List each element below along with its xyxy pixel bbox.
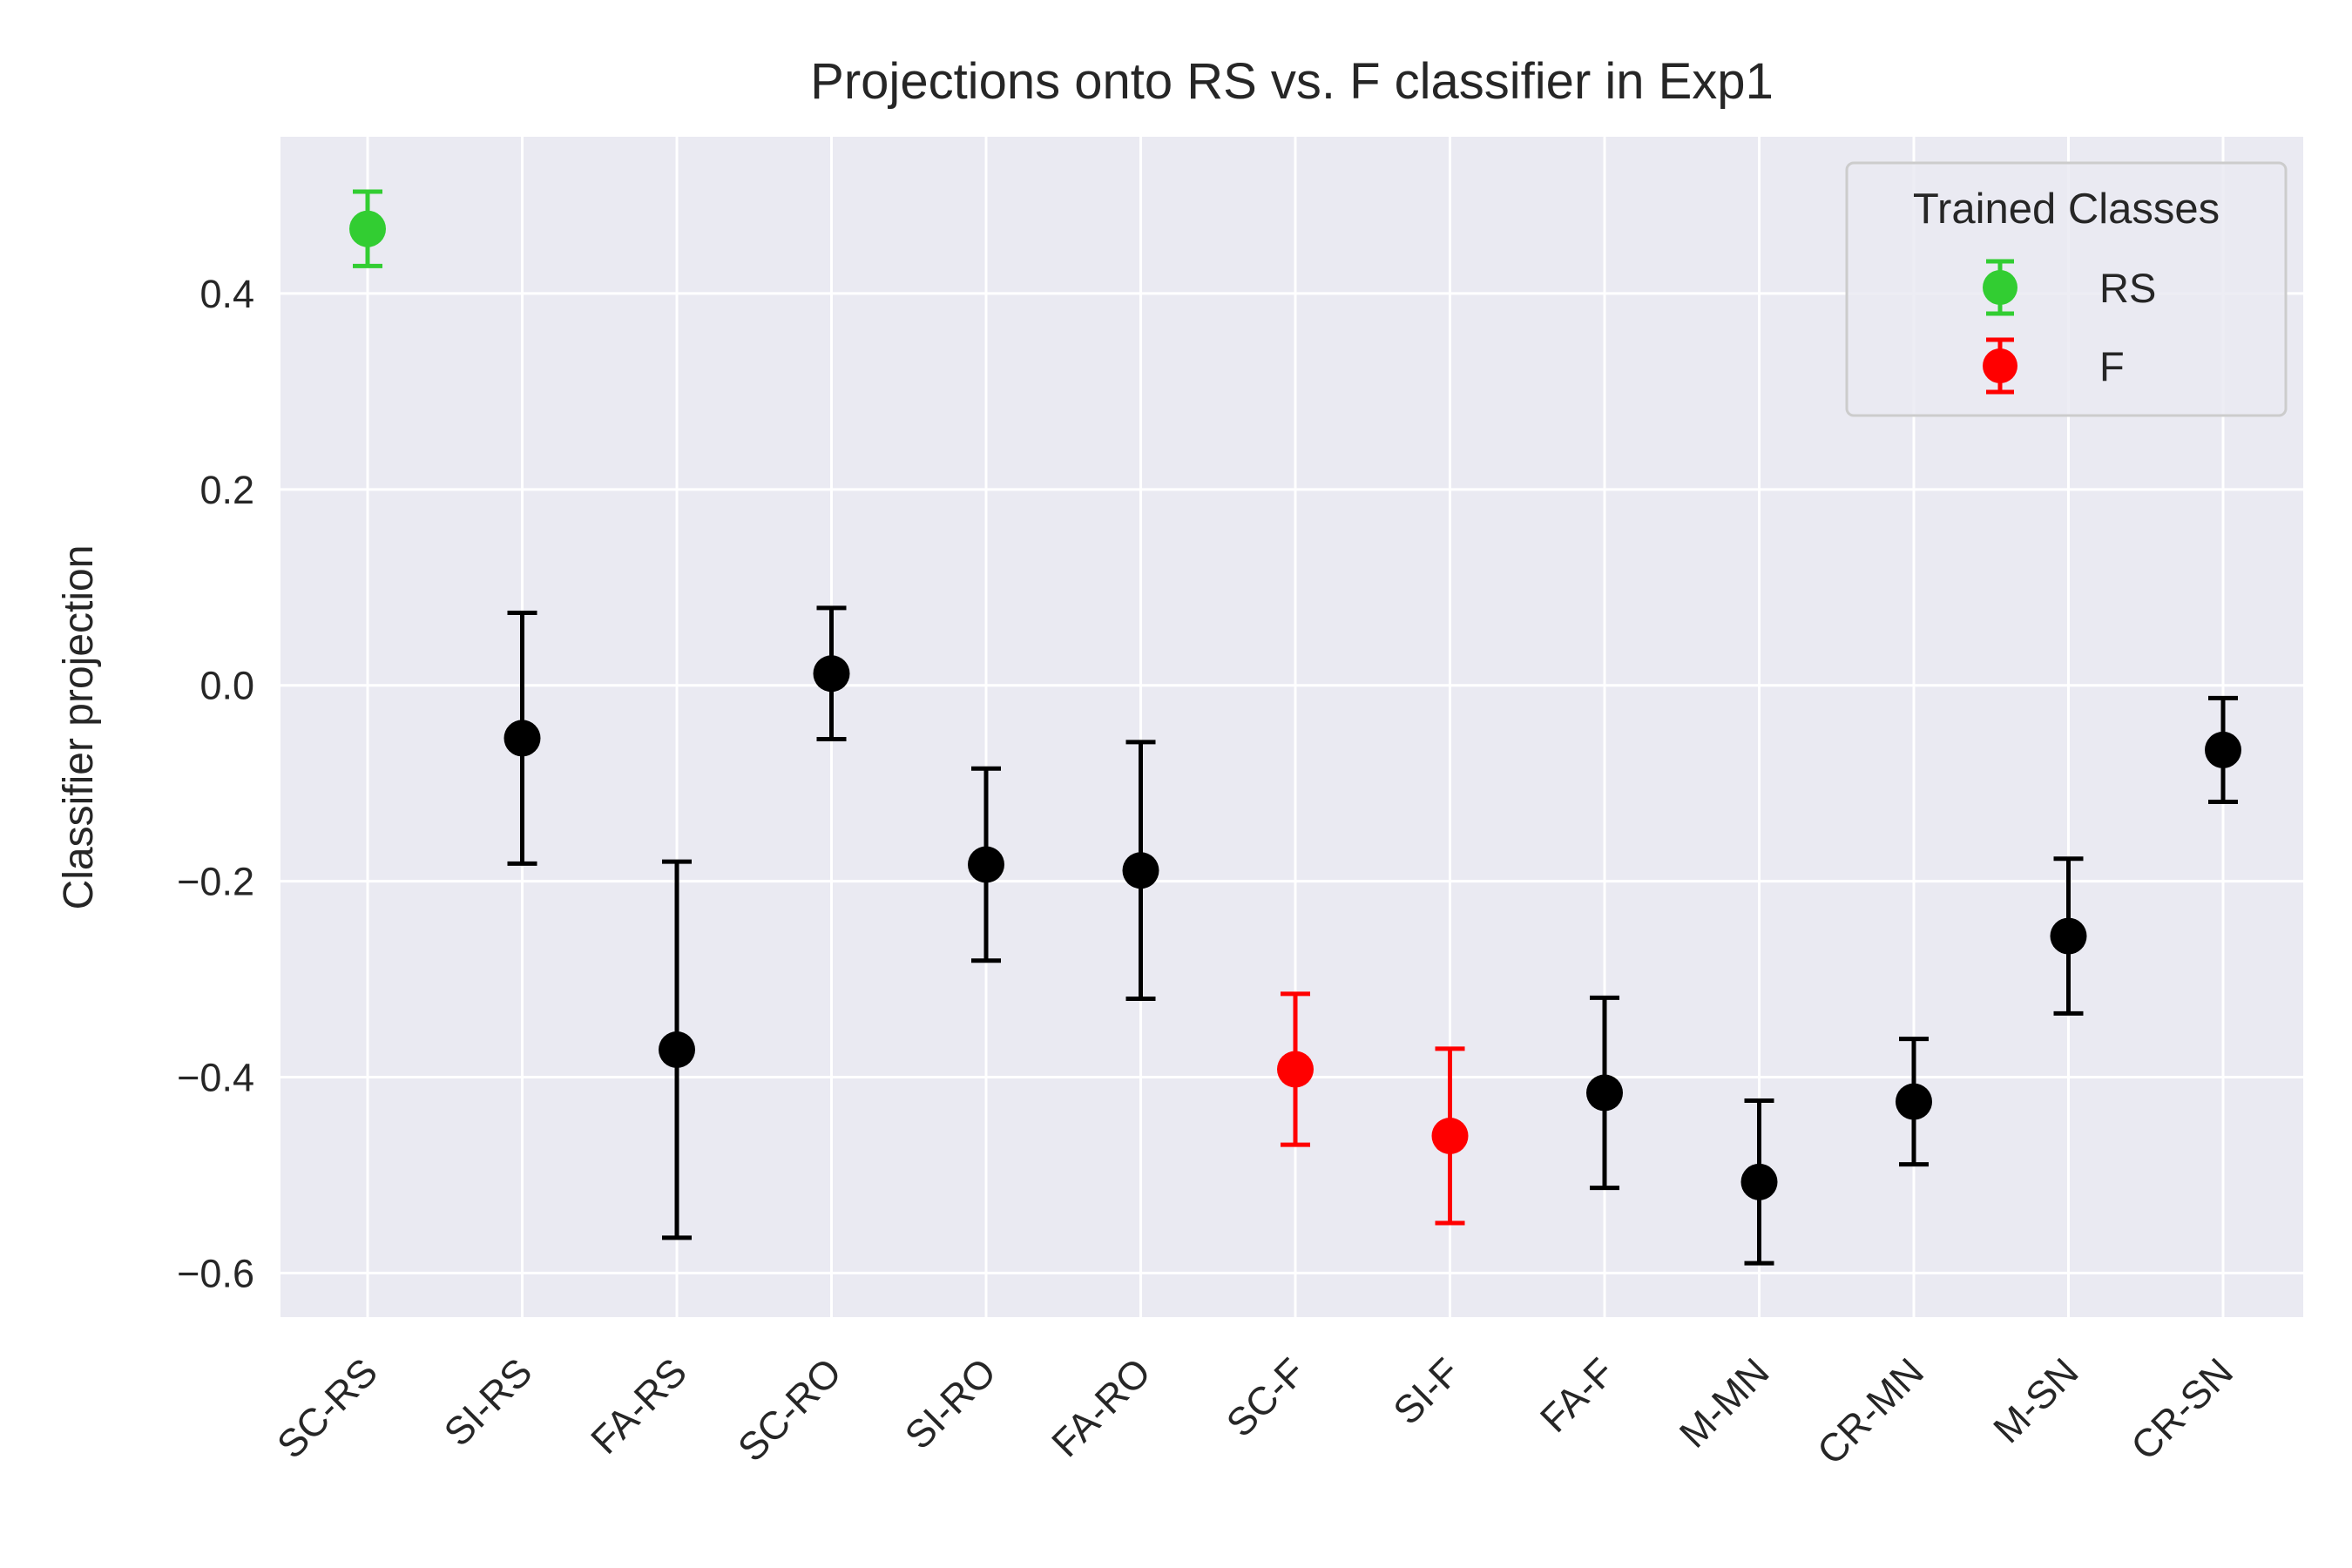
data-point (349, 210, 386, 247)
data-point (504, 720, 541, 757)
data-point (968, 846, 1004, 883)
y-tick-label: 0.2 (199, 468, 254, 512)
data-marks (349, 189, 2241, 1266)
x-tick-labels: SC-RS SI-RS FA-RS SC-RO SI-RO FA-RO SC-F SI-F FA… (268, 1349, 2241, 1473)
y-axis-label: Classifier projection (56, 545, 102, 910)
data-point (1431, 1117, 1469, 1154)
legend-box (1845, 161, 2288, 417)
legend: Trained Classes RS F (1845, 161, 2288, 417)
x-tick-label: FA-RO (1043, 1349, 1159, 1465)
x-tick-label: SI-F (1384, 1349, 1468, 1433)
y-tick-label: 0.4 (199, 272, 254, 316)
y-tick-label: −0.4 (177, 1056, 254, 1100)
data-point (659, 1031, 695, 1069)
chart-title: Projections onto RS vs. F classifier in … (810, 53, 1774, 110)
data-point (1740, 1163, 1778, 1200)
legend-label: RS (2099, 265, 2156, 311)
x-tick-label: SI-RO (896, 1349, 1004, 1457)
y-tick-labels: 0.4 0.2 0.0 −0.2 −0.4 −0.6 (177, 272, 254, 1295)
data-point (1896, 1083, 1932, 1120)
x-tick-label: FA-RS (582, 1349, 695, 1463)
data-point (813, 655, 850, 693)
x-tick-label: SC-RO (729, 1349, 850, 1470)
legend-entries: RS F (1983, 259, 2156, 395)
legend-label: F (2099, 343, 2125, 389)
x-tick-label: CR-SN (2122, 1349, 2241, 1469)
x-tick-label: SC-F (1218, 1349, 1314, 1445)
data-point (1277, 1051, 1314, 1088)
y-tick-label: −0.6 (177, 1251, 254, 1295)
legend-marker-point (1983, 270, 2017, 305)
x-tick-label: CR-MN (1808, 1349, 1932, 1473)
data-point (2205, 731, 2241, 768)
y-tick-label: −0.2 (177, 860, 254, 904)
x-tick-label: FA-F (1531, 1349, 1623, 1441)
x-tick-label: SC-RS (268, 1349, 386, 1467)
x-tick-label: M-SN (1984, 1349, 2086, 1451)
legend-title: Trained Classes (1913, 186, 2220, 233)
data-point (2050, 917, 2087, 955)
data-point (1586, 1074, 1623, 1112)
data-point (1122, 852, 1159, 889)
x-tick-label: M-MN (1671, 1349, 1778, 1456)
y-tick-label: 0.0 (199, 664, 254, 708)
x-tick-label: SI-RS (436, 1349, 541, 1455)
legend-marker-point (1983, 348, 2017, 383)
